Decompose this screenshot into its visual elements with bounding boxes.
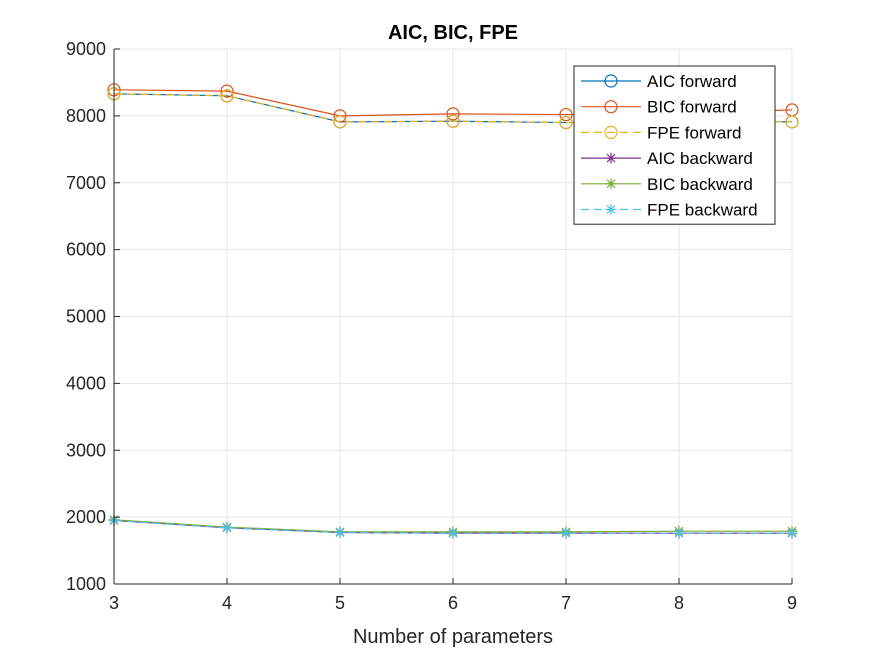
legend-label: FPE backward [647, 201, 758, 220]
legend-label: AIC backward [647, 149, 753, 168]
marker-stroke [561, 528, 571, 538]
marker-stroke [335, 528, 345, 537]
data-point-series-5 [560, 527, 572, 539]
y-tick-label: 5000 [66, 307, 106, 327]
legend: AIC forward BIC forward FPE forward AIC bac… [573, 65, 776, 225]
series-line [113, 93, 792, 124]
data-point-series-1 [559, 107, 573, 122]
data-point-legend-0 [604, 74, 618, 88]
marker-stroke [674, 528, 684, 538]
x-axis-title: Number of parameters [353, 626, 553, 648]
y-tick-label: 4000 [66, 373, 106, 393]
data-point-series-5 [221, 522, 233, 534]
legend-item: FPE forward [581, 123, 741, 142]
legend-box [573, 65, 776, 225]
y-tick-label: 3000 [66, 440, 106, 460]
data-point-series-2 [446, 114, 460, 128]
y-tick-label: 7000 [66, 173, 106, 193]
series-5 [108, 514, 798, 539]
x-tick-label: 3 [109, 593, 119, 613]
data-point-series-1 [446, 107, 460, 121]
legend-label: FPE forward [647, 123, 741, 142]
data-point-legend-4 [605, 178, 617, 190]
data-point-legend-2 [604, 125, 618, 139]
data-point-series-5 [673, 527, 685, 539]
x-tick-label: 6 [448, 593, 458, 613]
data-point-series-2 [333, 115, 347, 129]
x-tick-label: 4 [222, 593, 232, 613]
data-point-legend-1 [604, 100, 618, 114]
legend-item: AIC backward [581, 149, 753, 168]
x-tick-label: 8 [674, 593, 684, 613]
data-point-series-5 [447, 527, 459, 539]
axes: 3 4 5 6 7 8 9 1000 2000 3000 4000 5000 6000 7000 8000 9… [66, 39, 797, 613]
marker-stroke [448, 528, 458, 538]
legend-label: AIC forward [647, 72, 737, 91]
x-tick-label: 5 [335, 593, 345, 613]
marker-stroke [606, 179, 616, 189]
data-point-legend-3 [605, 152, 617, 164]
y-tick-label: 8000 [66, 106, 106, 126]
y-tick-label: 1000 [66, 574, 106, 594]
data-point-series-5 [786, 527, 798, 539]
data-point-series-2 [559, 115, 573, 130]
marker-stroke [787, 528, 797, 538]
y-tick-label: 9000 [66, 39, 106, 59]
y-tick-label: 6000 [66, 240, 106, 260]
x-tick-label: 9 [787, 593, 797, 613]
marker-stroke [606, 205, 616, 214]
legend-item: BIC backward [581, 175, 753, 194]
data-point-series-1 [220, 84, 234, 98]
data-point-legend-5 [605, 204, 617, 215]
x-tick-label: 7 [561, 593, 571, 613]
legend-item: FPE backward [581, 201, 758, 220]
y-tick-label: 2000 [66, 507, 106, 527]
data-point-series-5 [334, 527, 346, 539]
marker-stroke [222, 523, 232, 533]
data-point-series-2 [220, 89, 234, 103]
data-point-series-2 [785, 115, 799, 129]
legend-label: BIC backward [647, 175, 753, 194]
legend-item: BIC forward [581, 98, 737, 117]
legend-label: BIC forward [647, 98, 737, 117]
marker-stroke [606, 153, 616, 163]
chart-title: AIC, BIC, FPE [388, 22, 518, 44]
legend-item: AIC forward [581, 72, 737, 91]
